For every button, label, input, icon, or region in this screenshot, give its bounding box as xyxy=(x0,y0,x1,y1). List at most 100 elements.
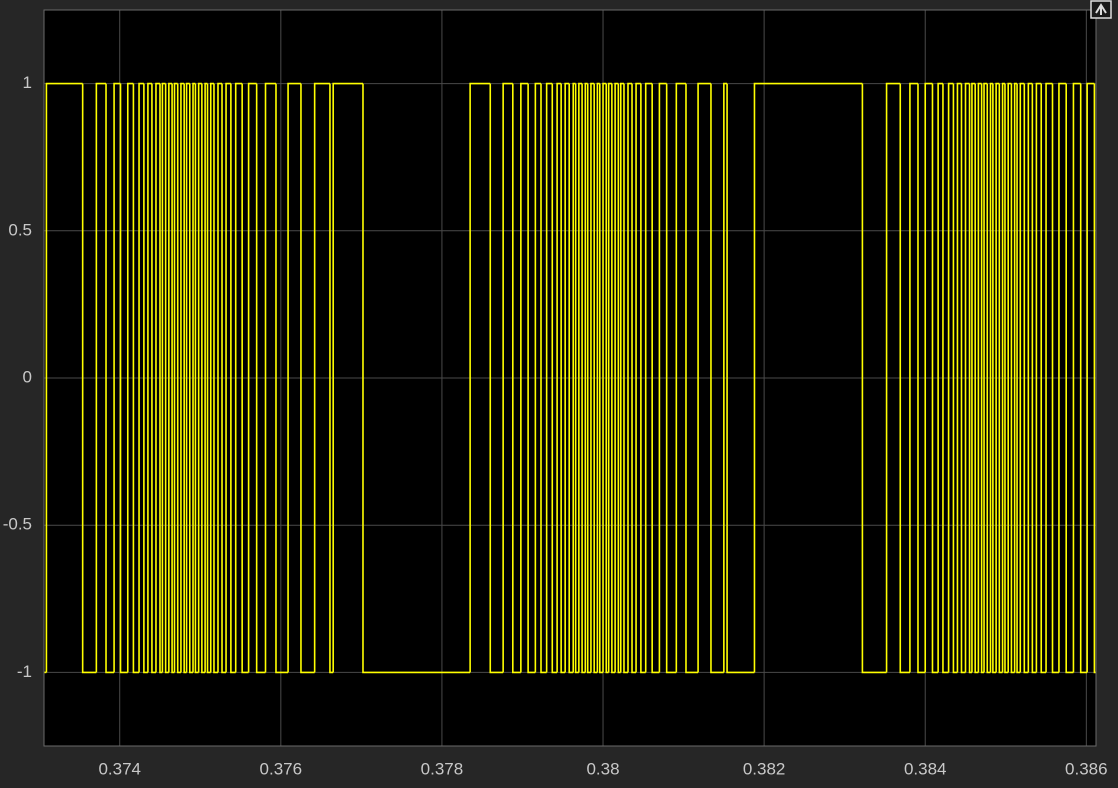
signal-segment xyxy=(986,83,991,674)
signal-segment xyxy=(572,82,576,673)
signal-segment xyxy=(188,83,194,674)
signal-segment xyxy=(168,82,173,673)
signal-segment xyxy=(586,83,591,674)
signal-segment xyxy=(206,83,211,674)
signal-segment xyxy=(551,83,558,674)
signal-segment xyxy=(512,83,521,674)
signal-segment xyxy=(974,83,979,674)
x-tick-label: 0.382 xyxy=(743,759,786,778)
signal-segment xyxy=(631,83,637,674)
signal-segment xyxy=(362,83,471,674)
signal-segment xyxy=(596,82,600,673)
signal-segment xyxy=(998,83,1003,674)
signal-segment xyxy=(593,83,598,674)
signal-segment xyxy=(602,82,607,673)
x-tick-label: 0.384 xyxy=(904,759,947,778)
signal-segment xyxy=(1079,83,1088,674)
signal-segment xyxy=(723,82,728,673)
signal-segment xyxy=(1001,82,1005,673)
x-tick-label: 0.38 xyxy=(586,759,619,778)
signal-segment xyxy=(885,82,901,673)
signal-segment xyxy=(183,83,187,674)
signal-segment xyxy=(113,82,121,673)
signal-segment xyxy=(983,82,988,673)
signal-segment xyxy=(204,82,208,673)
y-tick-label: -0.5 xyxy=(3,515,32,534)
signal-segment xyxy=(300,83,315,674)
signal-segment xyxy=(201,83,206,674)
signal-segment xyxy=(151,83,156,674)
signal-segment xyxy=(161,82,166,673)
signal-segment xyxy=(105,83,115,674)
signal-segment xyxy=(574,83,579,674)
signal-segment xyxy=(556,82,562,673)
button-icon[interactable] xyxy=(1095,3,1107,15)
signal-segment xyxy=(234,82,243,673)
signal-segment xyxy=(675,82,686,673)
signal-segment xyxy=(1093,83,1096,674)
y-tick-label: -1 xyxy=(17,662,32,681)
signal-segment xyxy=(1065,83,1074,674)
signal-segment xyxy=(607,82,612,673)
signal-segment xyxy=(1040,83,1047,674)
signal-segment xyxy=(1072,82,1081,673)
signal-segment xyxy=(1019,82,1025,673)
signal-segment xyxy=(605,83,609,674)
signal-segment xyxy=(909,82,918,673)
signal-segment xyxy=(143,83,148,674)
signal-segment xyxy=(329,83,334,674)
signal-segment xyxy=(658,82,667,673)
signal-segment xyxy=(971,82,976,673)
signal-segment xyxy=(1007,82,1012,673)
signal-segment xyxy=(1045,82,1053,673)
signal-segment xyxy=(627,82,633,673)
signal-segment xyxy=(584,82,588,673)
x-tick-label: 0.386 xyxy=(1065,759,1108,778)
signal-segment xyxy=(332,82,363,673)
signal-segment xyxy=(45,82,83,673)
signal-segment xyxy=(176,83,181,674)
signal-segment xyxy=(980,83,985,674)
signal-segment xyxy=(960,83,966,674)
signal-segment xyxy=(710,83,724,674)
signal-segment xyxy=(221,83,227,674)
signal-segment xyxy=(171,83,175,674)
signal-segment xyxy=(753,82,863,673)
signal-segment xyxy=(95,82,107,673)
signal-segment xyxy=(217,82,223,673)
signal-segment xyxy=(964,82,970,673)
signal-segment xyxy=(995,82,1000,673)
signal-segment xyxy=(956,82,962,673)
signal-segment xyxy=(173,82,178,673)
signal-segment xyxy=(225,82,231,673)
signal-segment xyxy=(264,82,276,673)
y-tick-label: 0.5 xyxy=(8,220,32,239)
signal-segment xyxy=(520,82,529,673)
signal-segment xyxy=(159,83,163,674)
signal-segment xyxy=(164,83,169,674)
signal-segment xyxy=(132,83,140,674)
signal-segment xyxy=(665,83,677,674)
signal-segment xyxy=(1004,83,1009,674)
signal-segment xyxy=(726,83,755,674)
signal-segment xyxy=(545,82,553,673)
y-tick-label: 0 xyxy=(23,367,32,386)
signal-segment xyxy=(287,82,301,673)
undock-button[interactable] xyxy=(1090,0,1112,19)
signal-segment xyxy=(1058,82,1067,673)
signal-segment xyxy=(241,83,249,674)
signal-segment xyxy=(697,82,711,673)
signal-segment xyxy=(635,82,641,673)
signal-segment xyxy=(138,82,144,673)
signal-segment xyxy=(952,83,958,674)
signal-segment xyxy=(1013,82,1018,673)
signal-segment xyxy=(247,82,257,673)
signal-segment xyxy=(685,83,699,674)
plot-frame xyxy=(43,9,1097,747)
signal-segment xyxy=(1086,82,1095,673)
signal-segment xyxy=(942,83,949,674)
signal-segment xyxy=(126,82,134,673)
signal-segment xyxy=(1023,83,1029,674)
signal-segment xyxy=(230,83,236,674)
